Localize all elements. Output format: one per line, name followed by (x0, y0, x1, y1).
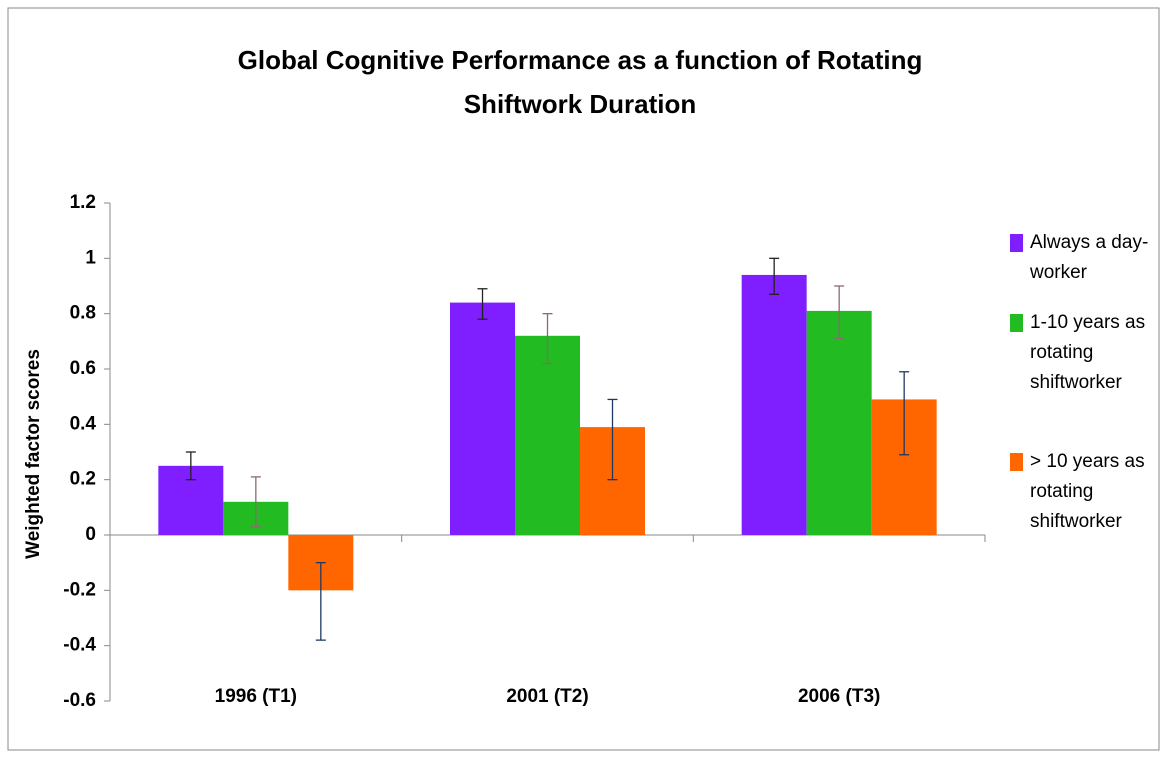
chart-title: Global Cognitive Performance as a functi… (237, 45, 923, 119)
error-bar (607, 398, 618, 481)
y-tick-label: 1 (85, 247, 96, 268)
bar (806, 310, 872, 535)
y-tick-label: 0.2 (70, 469, 96, 490)
y-tick-label: 0.4 (70, 413, 97, 434)
legend-label: Always a day-worker (1030, 232, 1149, 283)
y-tick-label: -0.4 (63, 635, 96, 656)
y-tick-label: 0 (85, 524, 96, 545)
error-bar (542, 313, 553, 365)
error-bar (899, 371, 910, 456)
error-bar (250, 476, 261, 528)
y-tick-label: 1.2 (70, 192, 96, 213)
y-tick-label: -0.6 (63, 690, 96, 711)
bar (741, 274, 807, 535)
bar (515, 335, 580, 535)
bar (450, 302, 515, 535)
legend-label: > 10 years as rotating shiftworker (1030, 451, 1145, 532)
legend-swatch (1010, 314, 1023, 332)
error-bar (477, 288, 488, 320)
y-tick-label: 0.6 (70, 358, 96, 379)
error-bar (769, 257, 780, 295)
legend-label: 1-10 years as rotating shiftworker (1030, 312, 1146, 393)
error-bar (834, 285, 845, 340)
x-tick-label: 1996 (T1) (215, 686, 297, 707)
x-tick-label: 2006 (T3) (798, 686, 880, 707)
chart-border (7, 7, 1160, 751)
error-bar (185, 451, 196, 481)
y-tick-label: 0.8 (70, 303, 96, 324)
legend-swatch (1010, 234, 1023, 252)
x-tick-label: 2001 (T2) (506, 686, 588, 707)
y-axis-title: Weighted factor scores (23, 349, 44, 559)
legend-swatch (1010, 453, 1023, 471)
error-bar (315, 562, 326, 641)
y-tick-label: -0.2 (63, 579, 96, 600)
